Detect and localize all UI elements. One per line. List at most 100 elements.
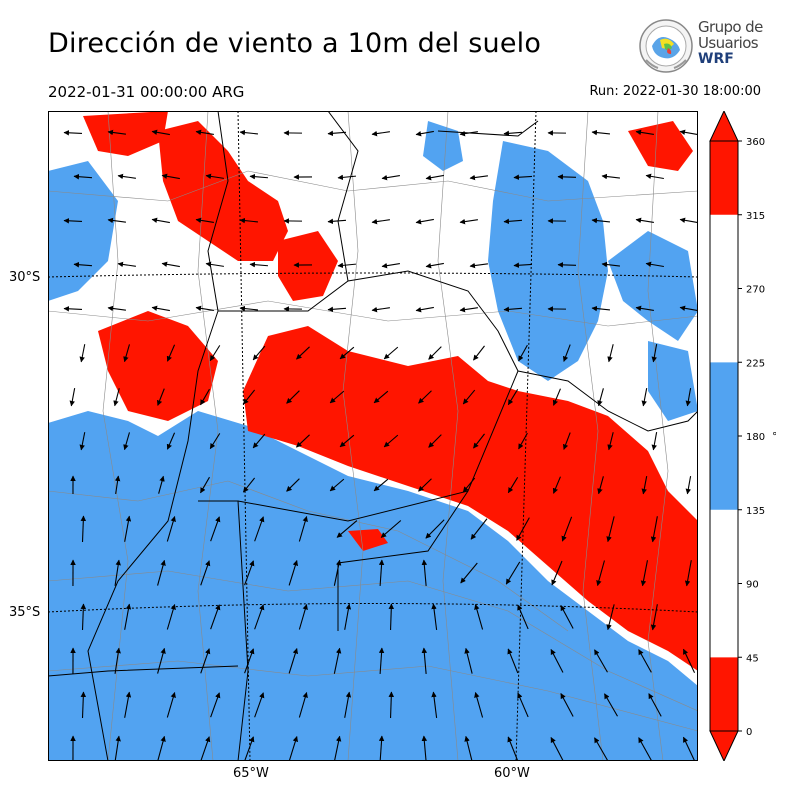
- wind-arrow: [249, 261, 269, 268]
- colorbar-bin-4: [710, 141, 738, 215]
- run-time: Run: 2022-01-30 18:00:00: [589, 84, 761, 99]
- wind-arrow: [473, 433, 485, 449]
- wind-arrow: [209, 433, 221, 450]
- lat-label-30s: 30°S: [9, 270, 41, 285]
- wind-arrow: [239, 217, 259, 224]
- wind-arrow: [200, 560, 211, 586]
- wind-arrow: [124, 603, 132, 630]
- wind-arrow: [195, 129, 214, 136]
- wind-arrow: [464, 647, 473, 674]
- wind-arrow: [513, 262, 533, 268]
- south-wind-regions: [48, 121, 698, 761]
- wind-arrow: [298, 691, 308, 718]
- colorbar: 0 45 90 135 180 225 270 315 360 °: [709, 111, 776, 761]
- wind-arrow: [601, 173, 621, 180]
- colorbar-tick-label: 90: [746, 580, 759, 591]
- wind-arrow: [244, 736, 255, 761]
- logo-line-3: WRF: [698, 51, 734, 67]
- wind-arrow: [286, 478, 300, 492]
- wind-arrow: [635, 129, 654, 136]
- wind-arrow: [383, 346, 399, 360]
- wind-arrow: [557, 262, 577, 268]
- wind-arrow: [205, 173, 224, 180]
- wind-arrow: [459, 218, 478, 225]
- wind-arrow: [195, 217, 214, 224]
- wind-arrow: [381, 174, 400, 181]
- wind-arrow: [635, 305, 654, 312]
- wind-arrow: [166, 432, 176, 450]
- colorbar-tick-label: 315: [746, 211, 765, 222]
- wind-arrow: [114, 475, 121, 494]
- wind-arrow: [550, 736, 564, 761]
- wind-arrow: [157, 647, 166, 674]
- department-boundaries: [48, 111, 698, 761]
- colorbar-top-extend: [709, 111, 739, 142]
- wind-arrow: [114, 647, 121, 674]
- wind-arrow: [640, 560, 649, 587]
- valid-time: 2022-01-31 00:00:00 ARG: [48, 83, 245, 101]
- wind-arrow: [166, 603, 176, 630]
- wind-arrow: [209, 345, 221, 362]
- colorbar-tick-label: 270: [746, 285, 765, 296]
- wind-arrow: [73, 261, 93, 268]
- wind-arrow: [80, 603, 87, 631]
- wind-arrow: [69, 388, 76, 407]
- wind-arrow: [339, 346, 355, 360]
- wind-arrow: [73, 173, 93, 180]
- wind-arrow: [114, 559, 121, 586]
- wind-arrow: [107, 129, 126, 136]
- wind-arrow: [473, 345, 485, 361]
- wind-arrow: [684, 560, 692, 587]
- wind-arrow: [249, 173, 269, 180]
- wind-arrow: [254, 516, 265, 542]
- wind-arrow: [200, 648, 211, 674]
- wind-arrow: [244, 648, 255, 674]
- wind-arrow: [333, 735, 342, 761]
- wind-arrow: [381, 262, 400, 269]
- wind-arrow: [418, 390, 432, 404]
- wind-arrow: [200, 476, 210, 494]
- wind-arrow: [329, 478, 345, 492]
- wind-arrow: [373, 478, 389, 492]
- wind-arrow: [431, 603, 438, 630]
- wind-arrow: [596, 560, 605, 587]
- wind-arrow: [425, 519, 445, 539]
- wind-arrow: [288, 648, 299, 674]
- wind-arrow: [594, 737, 608, 761]
- map-frame: [48, 111, 698, 761]
- wind-arrow: [336, 520, 358, 538]
- wind-arrow: [462, 389, 476, 405]
- wind-arrow: [425, 262, 444, 269]
- colorbar-tick-label: 225: [746, 358, 765, 369]
- wind-arrow: [371, 306, 390, 313]
- wind-arrow: [607, 432, 614, 451]
- wind-arrow: [254, 692, 265, 718]
- wind-arrow: [561, 516, 573, 542]
- wind-arrow: [459, 130, 478, 137]
- wind-arrow: [371, 130, 390, 137]
- wind-arrow: [682, 648, 696, 673]
- wind-arrow: [344, 691, 352, 718]
- wind-arrow: [518, 432, 528, 450]
- wind-arrow: [107, 305, 126, 312]
- wind-arrow: [562, 344, 571, 362]
- wind-arrow: [557, 174, 577, 180]
- wind-arrow: [63, 130, 83, 136]
- wind-arrow: [344, 603, 352, 630]
- wind-arrow: [638, 649, 652, 673]
- wrf-logo: Grupo de Usuarios WRF: [638, 16, 768, 74]
- wind-arrow: [79, 344, 86, 363]
- wind-arrow: [288, 736, 299, 761]
- wind-arrow: [685, 388, 692, 407]
- wrf-globe-emblem-icon: [639, 19, 693, 73]
- wind-arrow: [113, 388, 120, 407]
- wind-arrow: [650, 516, 658, 543]
- wind-arrow: [518, 344, 528, 362]
- colorbar-unit: °: [772, 430, 776, 443]
- wind-arrow: [470, 518, 488, 540]
- wind-arrow: [380, 520, 402, 538]
- wind-arrow: [117, 261, 136, 268]
- wind-arrow: [645, 261, 664, 268]
- wind-arrow: [151, 217, 170, 224]
- wind-arrow: [641, 476, 648, 495]
